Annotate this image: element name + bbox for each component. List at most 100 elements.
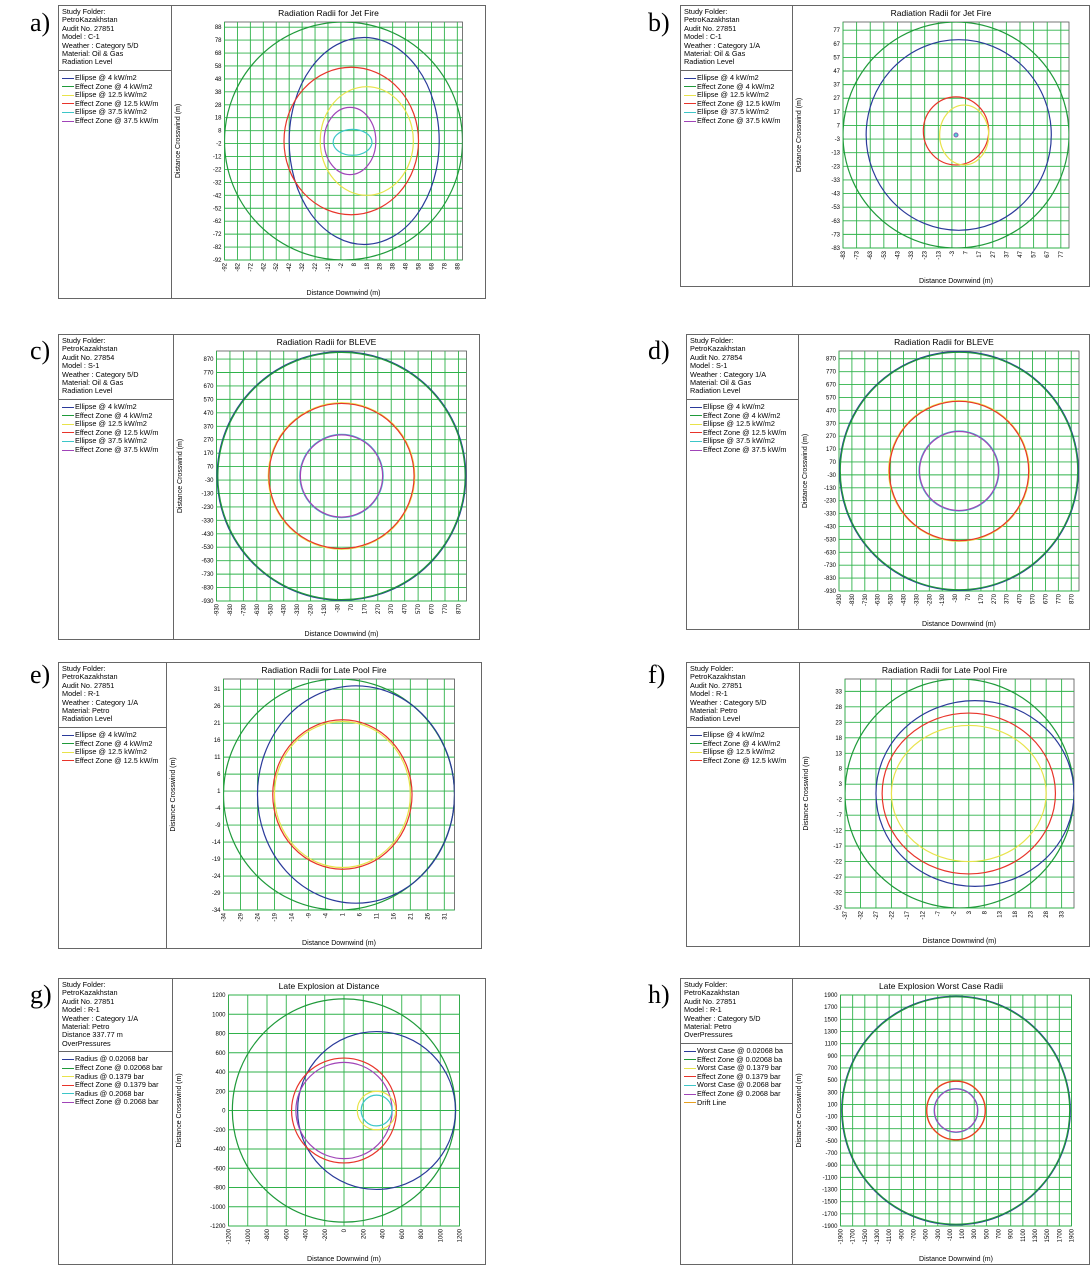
series-contour xyxy=(272,719,413,870)
metadata-line: Weather : Category 1/A xyxy=(684,40,761,50)
x-tick-label: -130 xyxy=(940,593,946,606)
info-panel: Study Folder: PetroKazakhstan Audit No. 27… xyxy=(59,335,174,639)
metadata-line: Model : C-1 xyxy=(62,32,100,42)
legend-swatch xyxy=(62,1076,74,1078)
series-contour xyxy=(918,430,1000,512)
legend-swatch xyxy=(684,1050,696,1052)
series-contour xyxy=(841,996,1071,1225)
y-tick-label: 800 xyxy=(215,1032,226,1038)
series-contour xyxy=(875,700,1074,887)
y-tick-label: 57 xyxy=(833,55,840,61)
x-tick-label: 170 xyxy=(979,593,985,604)
legend-entry: Ellipse @ 4 kW/m2 xyxy=(62,730,163,740)
x-tick-label: -30 xyxy=(953,593,959,602)
x-tick-label: -530 xyxy=(889,593,895,606)
metadata-line: Weather : Category 5/D xyxy=(62,369,139,379)
y-tick-label: -3 xyxy=(835,137,841,143)
legend-label: Drift Line xyxy=(697,1097,727,1107)
y-tick-label: -430 xyxy=(824,524,837,530)
legend-swatch xyxy=(684,1093,696,1095)
y-tick-label: -83 xyxy=(831,246,840,252)
series-contour xyxy=(267,402,416,550)
legend-swatch xyxy=(62,423,74,425)
legend-entry: Radius @ 0.2068 bar xyxy=(62,1089,169,1099)
x-tick-label: -9 xyxy=(306,912,312,918)
y-tick-label: 70 xyxy=(829,460,836,466)
y-tick-label: -29 xyxy=(212,891,221,897)
series-contour xyxy=(839,351,1079,591)
series-contour xyxy=(268,402,415,550)
legend-swatch xyxy=(684,103,696,105)
x-tick-label: 500 xyxy=(984,1228,990,1239)
y-tick-label: 27 xyxy=(833,96,840,102)
study-metadata: Study Folder: PetroKazakhstan Audit No. 27… xyxy=(687,335,798,400)
chart-title: Late Explosion at Distance xyxy=(279,981,380,991)
metadata-line: PetroKazakhstan xyxy=(62,988,118,998)
info-panel: Study Folder: PetroKazakhstan Audit No. 27… xyxy=(59,979,173,1264)
x-axis-label: Distance Downwind (m) xyxy=(302,940,376,947)
x-tick-label: -730 xyxy=(241,603,247,616)
x-tick-label: 700 xyxy=(997,1228,1003,1239)
x-tick-label: 8 xyxy=(982,910,988,914)
series-group xyxy=(845,679,1074,908)
chart-panel: Study Folder: PetroKazakhstan Audit No. 27… xyxy=(686,334,1090,630)
x-tick-label: -63 xyxy=(868,250,874,259)
chart-svg: Late Explosion at Distance -1200 -1000 -800… xyxy=(176,981,464,1263)
legend-swatch xyxy=(62,77,74,79)
y-tick-label: 67 xyxy=(833,42,840,48)
legend-swatch xyxy=(62,1102,74,1104)
x-tick-label: -32 xyxy=(858,910,864,919)
x-tick-label: -62 xyxy=(261,262,267,271)
y-tick-label: 1 xyxy=(217,789,221,795)
legend-entry: Worst Case @ 0.02068 ba xyxy=(684,1046,789,1056)
x-tick-label: 670 xyxy=(1043,593,1049,604)
x-tick-label: -830 xyxy=(228,603,234,616)
y-tick-label: -2 xyxy=(216,142,222,148)
legend-swatch xyxy=(62,449,74,451)
legend-label: Ellipse @ 4 kW/m2 xyxy=(703,729,765,739)
x-tick-label: -100 xyxy=(948,1228,954,1241)
x-tick-label: -1500 xyxy=(863,1228,869,1244)
legend-entry: Effect Zone @ 37.5 kW/m xyxy=(62,445,170,455)
x-tick-label: 1200 xyxy=(458,1228,464,1242)
legend-entry: Effect Zone @ 4 kW/m2 xyxy=(62,411,170,420)
y-tick-label: -9 xyxy=(215,823,221,829)
y-tick-label: 170 xyxy=(203,451,214,457)
x-tick-label: 470 xyxy=(1018,593,1024,604)
legend-entry: Effect Zone @ 12.5 kW/m xyxy=(62,756,163,766)
legend-entry: Ellipse @ 12.5 kW/m2 xyxy=(62,90,168,100)
y-tick-label: 18 xyxy=(835,736,842,742)
y-tick-label: -500 xyxy=(825,1139,838,1145)
x-tick-label: -930 xyxy=(837,593,843,606)
y-tick-label: 17 xyxy=(833,110,840,116)
panel-letter: f) xyxy=(648,660,666,689)
series-contour xyxy=(890,724,1047,863)
y-tick-label: 300 xyxy=(827,1090,838,1096)
x-tick-label: -430 xyxy=(902,593,908,606)
y-tick-label: 31 xyxy=(214,687,221,693)
y-tick-label: 670 xyxy=(826,383,837,389)
x-tick-label: 13 xyxy=(998,910,1004,917)
x-tick-label: -37 xyxy=(843,910,849,919)
series-contour xyxy=(217,351,466,601)
y-tick-label: -34 xyxy=(212,908,221,914)
legend-entry: Effect Zone @ 0.2068 bar xyxy=(62,1097,169,1107)
y-tick-label: 570 xyxy=(826,395,837,401)
series-contour xyxy=(954,133,958,137)
x-tick-label: 0 xyxy=(342,1228,348,1232)
x-tick-label: 38 xyxy=(391,262,397,269)
x-tick-label: -1300 xyxy=(875,1228,881,1244)
y-tick-label: 8 xyxy=(839,767,843,773)
y-tick-label: -37 xyxy=(833,906,842,912)
x-tick-label: -7 xyxy=(936,910,942,916)
y-tick-label: -530 xyxy=(201,545,214,551)
y-tick-label: -1700 xyxy=(822,1212,838,1218)
panel-letter: b) xyxy=(648,8,670,37)
y-tick-label: -14 xyxy=(212,840,221,846)
legend: Ellipse @ 4 kW/m2 Effect Zone @ 4 kW/m2 El… xyxy=(59,400,173,458)
legend-swatch xyxy=(62,1059,74,1061)
metadata-line: Weather : Category 5/D xyxy=(684,1013,761,1023)
legend-label: Ellipse @ 4 kW/m2 xyxy=(75,401,137,411)
series-contour xyxy=(933,1088,979,1133)
y-tick-label: 370 xyxy=(826,421,837,427)
